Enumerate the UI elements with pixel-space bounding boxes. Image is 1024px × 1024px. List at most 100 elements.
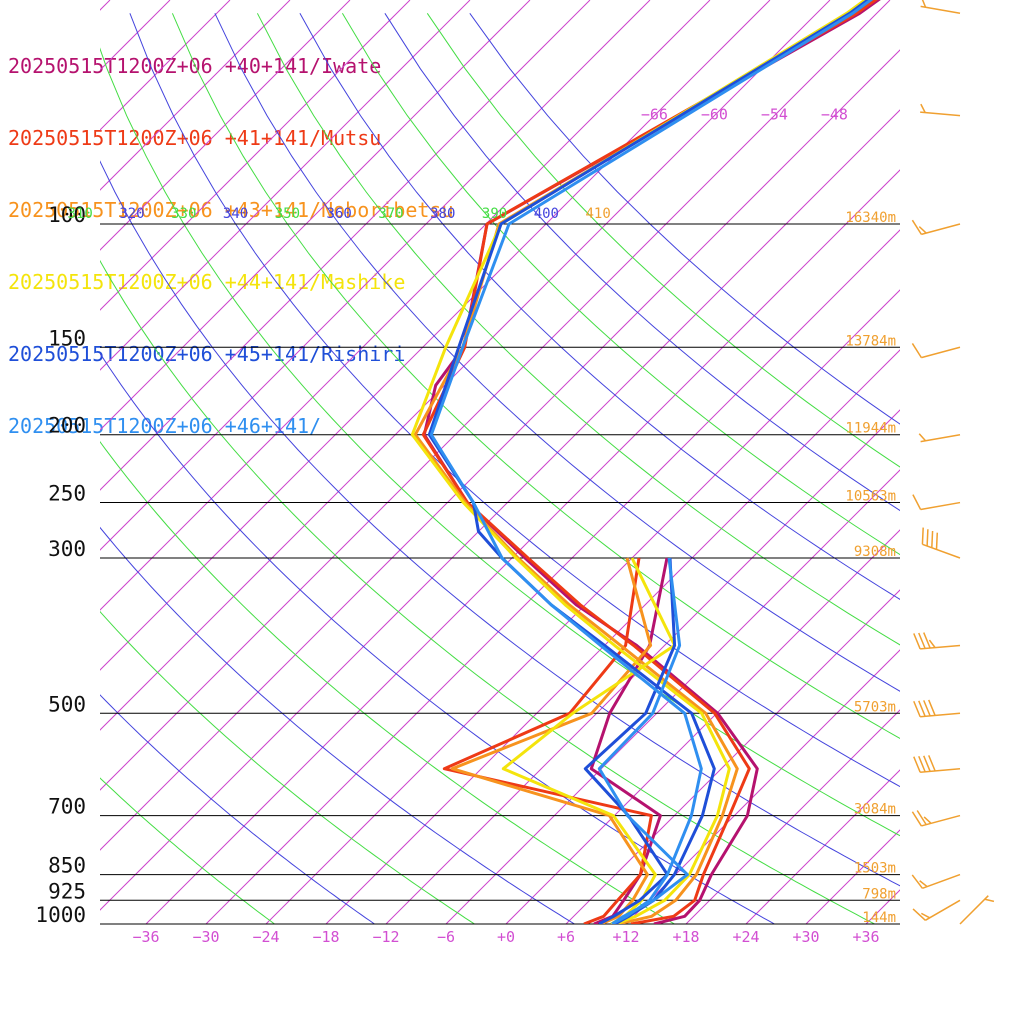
wind-barb <box>918 433 961 443</box>
theta-label: 360 <box>327 206 352 222</box>
wind-barb <box>913 755 961 773</box>
wind-barb-feather <box>911 219 922 235</box>
wind-barb-feather <box>912 494 922 510</box>
wind-barbs <box>911 0 995 925</box>
isotherm-line <box>205 229 900 924</box>
wind-barb-staff <box>920 767 961 773</box>
isotherm-line <box>100 0 171 71</box>
wind-barb-feather <box>921 527 924 545</box>
wind-barb-staff <box>921 346 961 359</box>
isotherm-line <box>986 0 1024 924</box>
temperature-tick-label: +12 <box>612 928 639 946</box>
wind-barb-feather <box>928 699 936 716</box>
upper-temperature-label: −66 <box>641 106 668 124</box>
temperature-trace-5 <box>429 0 874 924</box>
height-label: 9308m <box>854 544 896 560</box>
dewpoint-trace-1 <box>442 557 653 924</box>
temperature-tick-label: −18 <box>312 928 339 946</box>
pressure-label: 1000 <box>35 903 86 927</box>
dry-adiabat-line <box>384 13 900 512</box>
dry-adiabat-line <box>299 13 900 600</box>
wind-barb <box>913 699 961 718</box>
isotherm-line <box>100 0 531 431</box>
theta-label: 400 <box>534 206 559 222</box>
wind-barb-feather <box>928 639 936 649</box>
pressure-label: 250 <box>48 482 86 506</box>
wind-barb-feather <box>913 756 921 773</box>
isotherm-line <box>565 589 900 924</box>
sounding-traces <box>410 0 881 924</box>
wind-barb <box>921 527 961 559</box>
pressure-label: 850 <box>48 854 86 878</box>
isotherm-line <box>805 829 900 924</box>
pressure-label: 150 <box>48 326 86 350</box>
legend: 20250515T1200Z+06 +40+141/Iwate 20250515… <box>8 6 454 462</box>
upper-temperature-label: −54 <box>761 106 788 124</box>
wind-barb-staff <box>920 712 961 718</box>
wind-barb-feather <box>918 700 926 717</box>
wind-barb-feather <box>918 433 927 442</box>
wind-barb <box>913 632 961 650</box>
temperature-tick-label: −30 <box>192 928 219 946</box>
wind-barb-feather <box>923 632 931 649</box>
wind-barb <box>911 343 961 359</box>
isotherm-line <box>445 469 900 924</box>
legend-entry-mashike: 20250515T1200Z+06 +44+141/Mashike <box>8 270 406 294</box>
wind-barb <box>911 219 961 236</box>
isotherm-line <box>100 0 831 731</box>
isotherm-line <box>100 0 471 371</box>
wind-barb-feather <box>926 529 929 547</box>
temperature-tick-label: −24 <box>252 928 279 946</box>
temperature-trace-3 <box>410 0 868 924</box>
pressure-label: 200 <box>48 414 86 438</box>
wind-barb-feather <box>919 880 928 888</box>
wind-barb-staff <box>920 644 961 650</box>
isotherm-line <box>100 0 711 611</box>
wind-barb-feather <box>913 633 921 650</box>
wind-barb <box>912 899 961 921</box>
pressure-label: 500 <box>48 692 86 716</box>
legend-entry-iwate: 20250515T1200Z+06 +40+141/Iwate <box>8 54 382 78</box>
height-label: 16340m <box>845 210 896 226</box>
theta-label: 340 <box>223 206 248 222</box>
theta-label: 370 <box>378 206 403 222</box>
height-label: 5703m <box>854 699 896 715</box>
isotherm-line <box>926 0 1024 924</box>
temperature-trace-2 <box>413 0 873 924</box>
dry-adiabat-line <box>100 440 675 924</box>
wind-barb-staff <box>921 223 961 236</box>
isotherm-line <box>0 0 50 924</box>
dry-adiabat-line <box>100 777 275 924</box>
height-label: 13784m <box>845 333 896 349</box>
wind-barb <box>959 895 995 925</box>
wind-barb-feather <box>912 908 926 921</box>
isotherm-line <box>865 889 900 924</box>
isotherm-line <box>100 0 111 11</box>
wind-barb-feather <box>931 530 934 548</box>
legend-entry-rishiri: 20250515T1200Z+06 +45+141/Rishiri <box>8 342 406 366</box>
isotherm-line <box>265 289 900 924</box>
wind-barb-staff <box>922 543 961 559</box>
wind-barb-feather <box>911 811 922 827</box>
wind-barb-feather <box>918 226 927 234</box>
dry-adiabat-line <box>469 13 900 425</box>
legend-entry-noboribetsu: 20250515T1200Z+06 +43+141/Noboribetsu <box>8 198 454 222</box>
wind-barb-staff <box>959 895 989 925</box>
height-label: 1503m <box>854 861 896 877</box>
wind-barb-feather <box>911 874 924 889</box>
pressure-label: 925 <box>48 879 86 903</box>
temperature-tick-label: +30 <box>792 928 819 946</box>
dry-adiabat-line <box>171 13 900 740</box>
isotherm-line <box>145 169 900 924</box>
theta-label: 380 <box>430 206 455 222</box>
wind-barb-feather <box>928 755 936 772</box>
temperature-trace-1 <box>421 0 878 924</box>
wind-barb-feather <box>921 0 927 8</box>
wind-barb <box>920 0 961 15</box>
theta-label: 330 <box>171 206 196 222</box>
wind-barb-staff <box>920 5 961 15</box>
isotherm-line <box>100 0 351 251</box>
wind-barb-feather <box>923 700 931 717</box>
wind-barb-feather <box>923 816 932 824</box>
dry-adiabat-line <box>256 13 900 646</box>
